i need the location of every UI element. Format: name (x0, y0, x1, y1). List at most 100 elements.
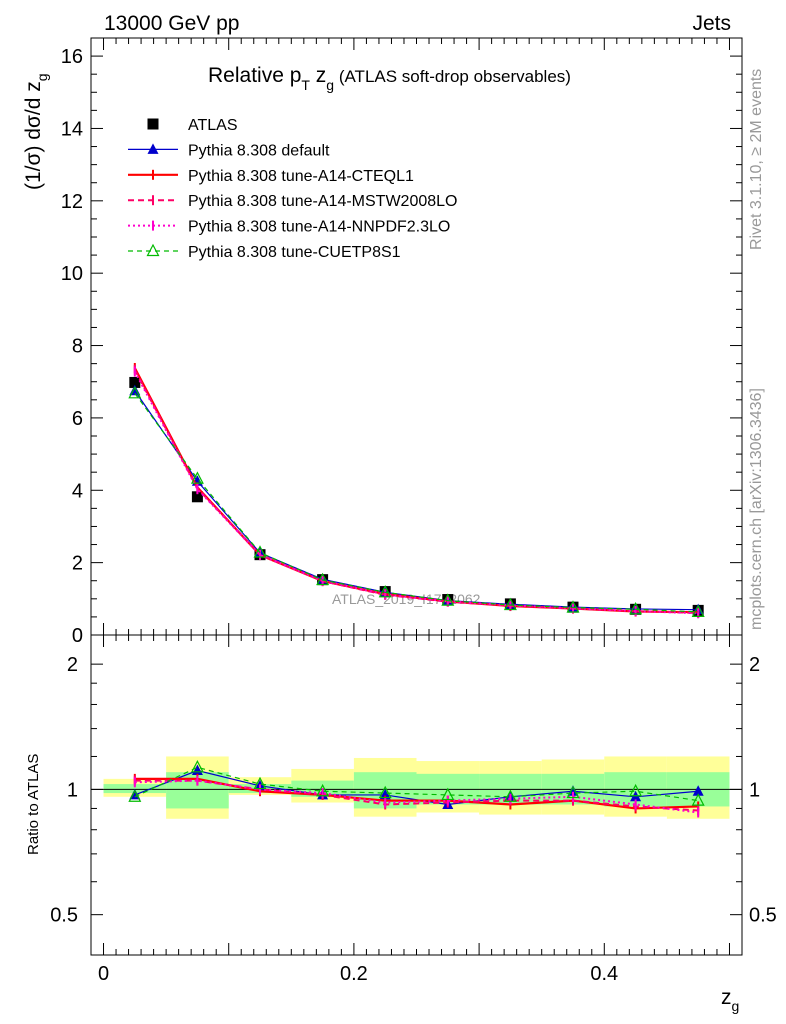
legend-item-nnpdf: Pythia 8.308 tune-A14-NNPDF2.3LO (128, 219, 450, 236)
main-y-tick-label: 12 (61, 191, 83, 213)
point-cuetp (316, 783, 330, 797)
point-cuetp (441, 787, 455, 801)
main-y-tick-label: 10 (61, 263, 83, 285)
point-cuetp (503, 597, 517, 611)
rivet-version-label: Rivet 3.1.10, ≥ 2M events (748, 69, 765, 250)
ratio-y-axis-label: Ratio to ATLAS (25, 754, 42, 855)
legend-marker-default (147, 143, 159, 154)
legend-label-mstw: Pythia 8.308 tune-A14-MSTW2008LO (188, 193, 457, 210)
series-line-mstw (133, 369, 699, 614)
point-cuetp (691, 793, 705, 806)
title-paren: (ATLAS soft-drop observables) (334, 67, 571, 86)
point-cuetp (378, 785, 392, 799)
point-cuetp (566, 785, 580, 799)
point-cuetp (190, 471, 204, 484)
point-default (191, 764, 203, 776)
legend-item-cuetp: Pythia 8.308 tune-CUETP8S1 (128, 243, 401, 261)
x-label-sub: g (732, 998, 740, 1014)
ratio-y-tick-label-right: 2 (749, 654, 760, 676)
ratio-series-group (128, 760, 705, 818)
point-default (379, 788, 391, 800)
point-cuetp (128, 789, 142, 802)
series-atlas (129, 376, 704, 616)
main-y-label-text: (1/σ) dσ/d z (22, 81, 45, 190)
legend-label-cuetp: Pythia 8.308 tune-CUETP8S1 (188, 244, 401, 261)
title-var: z (310, 64, 326, 87)
point-default (692, 785, 704, 796)
series-cuetp (128, 386, 705, 617)
main-y-tick-label: 8 (72, 336, 83, 358)
legend-marker-atlas (147, 118, 159, 130)
legend-item-cteql1: Pythia 8.308 tune-A14-CTEQL1 (128, 168, 414, 185)
point-cuetp (629, 602, 643, 615)
series-line-mstw (134, 779, 699, 812)
x-tick-label: 0.2 (340, 963, 368, 985)
series-line-cteql1 (133, 367, 699, 614)
legend-marker-cuetp (146, 243, 160, 257)
legend-label-nnpdf: Pythia 8.308 tune-A14-NNPDF2.3LO (188, 219, 450, 236)
point-cuetp (128, 386, 142, 399)
series-line-default (134, 390, 699, 611)
legend-item-atlas: ATLAS (147, 117, 238, 134)
point-cuetp (316, 572, 330, 586)
point-cuetp (629, 783, 643, 797)
legend-item-mstw: Pythia 8.308 tune-A14-MSTW2008LO (128, 193, 457, 210)
point-cuetp (566, 600, 580, 613)
legend: ATLAS Pythia 8.308 default Pythia 8.308 tu… (128, 117, 457, 261)
main-y-tick-label: 0 (72, 625, 83, 647)
series-cteql1 (133, 362, 700, 618)
main-y-tick-label: 2 (72, 553, 83, 575)
header-process: Jets (692, 12, 731, 35)
point-cuetp (441, 593, 455, 606)
band-stat-segment (103, 784, 167, 794)
header-collision: 13000 GeV pp (104, 12, 239, 35)
series-nnpdf (133, 366, 700, 619)
point-cuetp (253, 545, 267, 558)
main-y-tick-label: 4 (72, 480, 83, 502)
series-line-cuetp (134, 392, 699, 613)
main-series-group (128, 362, 705, 619)
point-atlas (129, 376, 141, 388)
x-axis: 0 0.2 0.4 (98, 38, 730, 985)
legend-label-atlas: ATLAS (188, 117, 238, 134)
main-y-tick-label: 14 (61, 118, 83, 140)
ratio-y-tick-label: 2 (67, 654, 78, 676)
point-cuetp (503, 789, 517, 802)
mcplots-label: mcplots.cern.ch [arXiv:1306.3436] (748, 388, 765, 630)
ratio-y-tick-label: 0.5 (50, 905, 78, 927)
x-axis-label: zg (721, 986, 739, 1014)
title-main-sub: T (301, 77, 310, 93)
ratio-y-tick-label: 1 (67, 779, 78, 801)
point-cuetp (691, 604, 705, 617)
plot-title: Relative pT zg (ATLAS soft-drop observab… (208, 64, 571, 93)
x-tick-label: 0 (98, 963, 109, 985)
legend-label-default: Pythia 8.308 default (188, 142, 330, 159)
main-y-label-sub: g (34, 73, 50, 81)
series-line-nnpdf (134, 779, 699, 814)
legend-item-default: Pythia 8.308 default (128, 142, 330, 159)
x-tick-label: 0.4 (590, 963, 618, 985)
title-main: Relative p (208, 64, 301, 87)
series-default (129, 384, 704, 615)
series-nnpdf (133, 775, 700, 818)
legend-label-cteql1: Pythia 8.308 tune-A14-CTEQL1 (188, 168, 414, 185)
main-y-axis: 0 2 4 6 8 10 12 14 16 (61, 46, 742, 647)
series-mstw (133, 364, 700, 618)
main-y-axis-label: (1/σ) dσ/d zg (22, 73, 50, 190)
analysis-watermark: ATLAS_2019_I1772062 (332, 591, 481, 607)
ratio-y-tick-label-right: 1 (749, 779, 760, 801)
point-cuetp (253, 776, 267, 790)
main-y-tick-label: 6 (72, 408, 83, 430)
ratio-y-tick-label-right: 0.5 (749, 905, 777, 927)
point-cuetp (378, 585, 392, 598)
title-var-sub: g (326, 77, 334, 93)
series-line-nnpdf (133, 371, 699, 615)
series-line-cuetp (134, 766, 699, 802)
main-y-tick-label: 16 (61, 46, 83, 68)
x-label-text: z (721, 986, 732, 1009)
point-cuetp (190, 760, 204, 773)
point-atlas (191, 491, 203, 503)
series-cuetp (128, 760, 705, 806)
ratio-y-axis: 0.5 0.5 1 1 2 2 (50, 654, 777, 927)
